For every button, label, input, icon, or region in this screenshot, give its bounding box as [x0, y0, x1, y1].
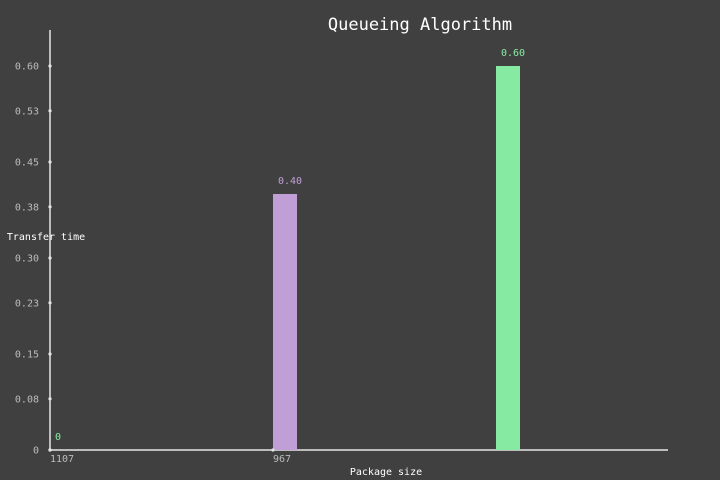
- bar-value-label: 0.60: [501, 48, 525, 59]
- y-tick-label: 0.30: [15, 254, 39, 265]
- x-tick-mark: [271, 448, 275, 452]
- x-tick-label: 967: [273, 454, 291, 465]
- y-tick-label: 0.15: [15, 350, 39, 361]
- y-tick-mark: [48, 301, 52, 305]
- bar: [496, 66, 520, 450]
- y-tick-mark: [48, 160, 52, 164]
- y-tick-label: 0.23: [15, 298, 39, 309]
- y-tick-mark: [48, 397, 52, 401]
- y-tick-label: 0.08: [15, 394, 39, 405]
- y-tick-mark: [48, 352, 52, 356]
- y-tick-label: 0.53: [15, 106, 39, 117]
- x-tick-label: 1107: [50, 454, 74, 465]
- bar: [273, 194, 297, 450]
- x-axis-label: Package size: [350, 467, 422, 478]
- y-axis-label: Transfer time: [7, 232, 85, 243]
- y-tick-label: 0.38: [15, 202, 39, 213]
- y-tick-mark: [48, 109, 52, 113]
- y-tick-mark: [48, 205, 52, 209]
- y-axis-ticks: 0 0.08 0.15 0.23 0.30 0.38 0.45 0.53 0.60: [15, 62, 52, 457]
- y-tick-mark: [48, 256, 52, 260]
- y-tick-label: 0.45: [15, 158, 39, 169]
- y-tick-mark: [48, 64, 52, 68]
- bar-value-label: 0: [55, 432, 61, 443]
- value-labels-group: 0 0.40 0.60: [55, 48, 525, 443]
- y-tick-label: 0.60: [15, 62, 39, 73]
- x-axis-ticks: 1107 967: [48, 448, 291, 465]
- bars-group: [273, 66, 520, 450]
- chart-title: Queueing Algorithm: [328, 15, 512, 35]
- y-tick-label: 0: [33, 446, 39, 457]
- bar-value-label: 0.40: [278, 176, 302, 187]
- x-tick-mark: [48, 448, 52, 452]
